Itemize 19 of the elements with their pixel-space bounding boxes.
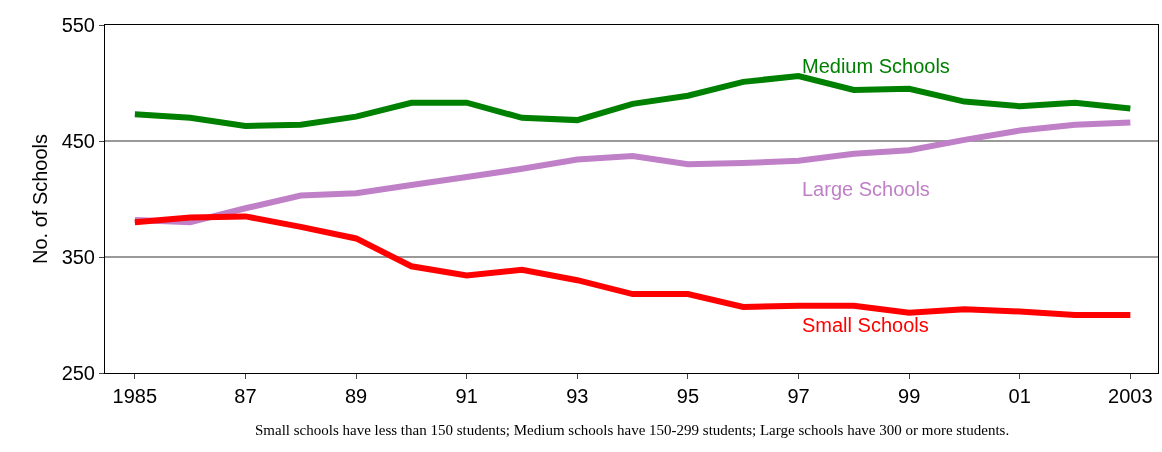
y-axis-title: No. of Schools (29, 133, 52, 265)
x-tick-label: 01 (1008, 385, 1031, 407)
x-tick-label: 1985 (112, 385, 158, 407)
x-tick-label: 89 (344, 385, 368, 407)
x-tick-label: 91 (455, 385, 478, 407)
y-tick-label: 450 (61, 130, 95, 152)
series-label: Large Schools (802, 178, 930, 200)
x-tick-label: 97 (787, 385, 810, 407)
series-label: Medium Schools (802, 55, 950, 77)
x-tick-label: 2003 (1108, 385, 1153, 407)
y-tick-label: 350 (61, 246, 95, 268)
text: Small schools have less than 150 students; Medium schools have 150-299 students; Large schools have 300 or more students. (255, 422, 1010, 438)
x-tick-label: 95 (676, 385, 700, 407)
x-tick-label: 87 (234, 385, 257, 407)
x-tick-label: 99 (898, 385, 921, 407)
y-tick-label: 250 (61, 362, 95, 384)
series-label: Small Schools (802, 314, 929, 336)
y-tick-label: 550 (61, 14, 95, 36)
x-tick-label: 93 (566, 385, 589, 407)
